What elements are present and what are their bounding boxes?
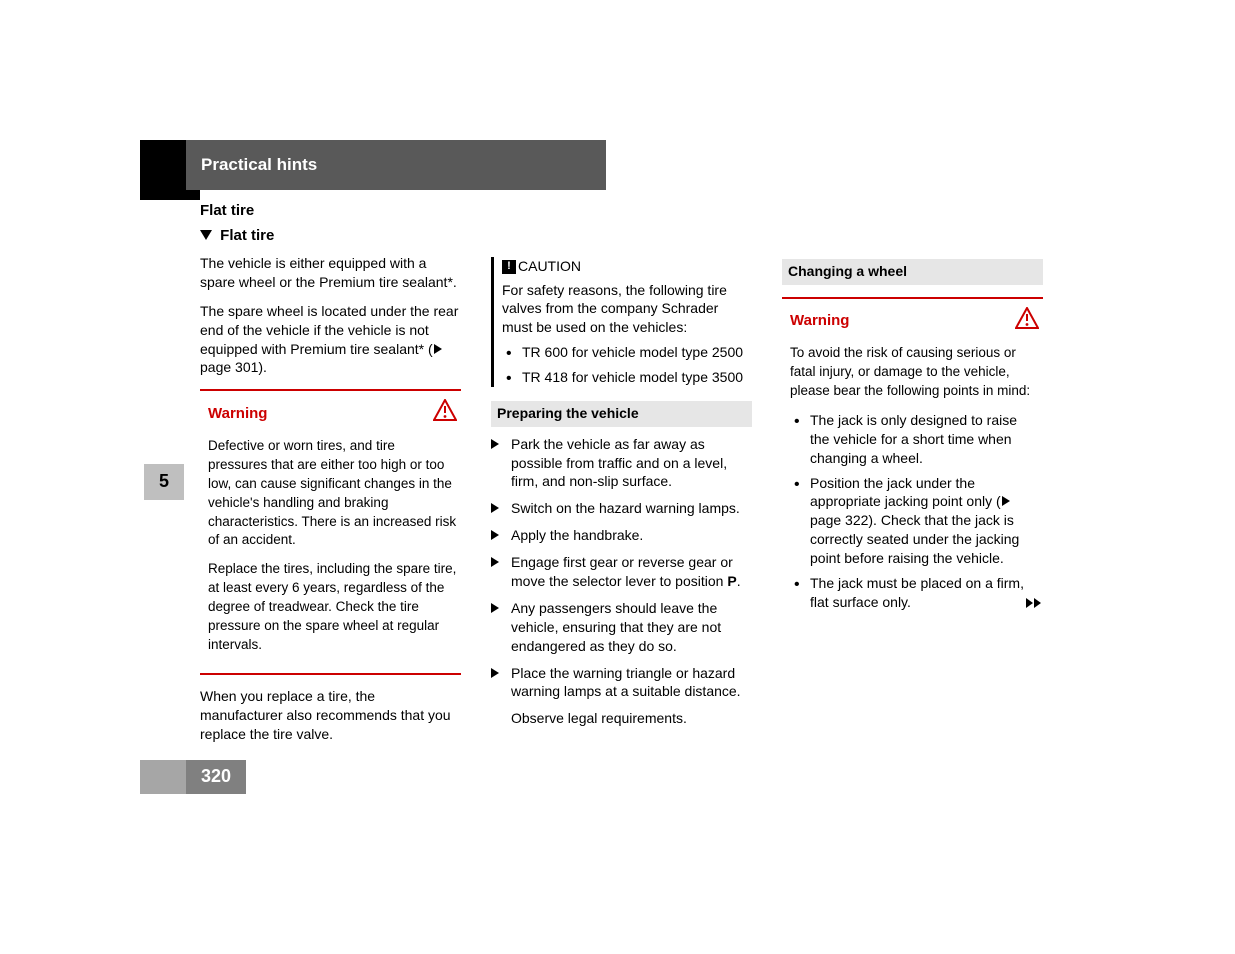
col1-p2: The spare wheel is located under the rea… — [200, 302, 461, 378]
warning-head-1: Warning — [208, 399, 457, 427]
page-num-strip — [140, 760, 186, 794]
chapter-number: 5 — [159, 469, 169, 494]
warning-triangle-icon — [1015, 307, 1039, 335]
warn2-list: The jack is only designed to raise the v… — [790, 411, 1039, 612]
arrow-icon — [491, 503, 499, 513]
page-number: 320 — [201, 764, 231, 789]
warning-label-1: Warning — [208, 403, 267, 424]
caution-mark-icon: ! — [502, 260, 516, 274]
warn1-p2: Replace the tires, including the spare t… — [208, 560, 457, 654]
caution-label: CAUTION — [518, 257, 581, 277]
caution-box: ! CAUTION For safety reasons, the follow… — [491, 257, 752, 387]
col1-p2a: The spare wheel is located under the rea… — [200, 303, 458, 357]
warning-body-1: Defective or worn tires, and tire pressu… — [208, 437, 457, 655]
arrow-icon — [491, 439, 499, 449]
page-ref-icon — [1002, 496, 1010, 506]
content-columns: Flat tire The vehicle is either equipped… — [200, 225, 1040, 753]
warning-label-2: Warning — [790, 310, 849, 331]
continue-icon — [1025, 596, 1041, 612]
col1-p3: When you replace a tire, the manufacture… — [200, 687, 461, 744]
step-3: Apply the handbrake. — [491, 526, 752, 545]
warn1-p1: Defective or worn tires, and tire pressu… — [208, 437, 457, 550]
subhead-text: Flat tire — [220, 227, 274, 244]
caution-text: For safety reasons, the following tire v… — [502, 281, 752, 338]
step-5: Any passengers should leave the vehicle,… — [491, 599, 752, 656]
preparing-heading: Preparing the vehicle — [491, 401, 752, 427]
flat-tire-subhead: Flat tire — [200, 225, 461, 246]
step-4: Engage first gear or reverse gear or mov… — [491, 553, 752, 591]
warn2-i1: The jack is only designed to raise the v… — [790, 411, 1039, 468]
page-ref-icon — [434, 344, 442, 354]
step-7: Observe legal requirements. — [491, 709, 752, 728]
warning-head-2: Warning — [790, 307, 1039, 335]
arrow-icon — [491, 557, 499, 567]
warn2-i2: Position the jack under the appropriate … — [790, 474, 1039, 568]
column-3: Changing a wheel Warning To avoid the ri… — [782, 225, 1043, 753]
page-number-bar: 320 — [186, 760, 246, 794]
warn2-intro: To avoid the risk of causing serious or … — [790, 344, 1039, 401]
prepare-steps: Park the vehicle as far away as possible… — [491, 435, 752, 729]
warning-body-2: To avoid the risk of causing serious or … — [790, 344, 1039, 612]
step-6: Place the warning triangle or hazard war… — [491, 664, 752, 702]
caution-head: ! CAUTION — [502, 257, 752, 277]
warning-box-1: Warning Defective or worn tires, and tir… — [200, 389, 461, 674]
warn2-i3: The jack must be placed on a firm, flat … — [790, 574, 1039, 612]
caution-item-2: TR 418 for vehicle model type 3500 — [502, 368, 752, 387]
changing-wheel-heading: Changing a wheel — [782, 259, 1043, 285]
header-bar: Practical hints — [186, 140, 606, 190]
warning-triangle-icon — [433, 399, 457, 427]
col1-p2b: page 301). — [200, 359, 267, 375]
column-2: ! CAUTION For safety reasons, the follow… — [491, 225, 752, 753]
section-title: Flat tire — [200, 200, 254, 221]
caution-item-1: TR 600 for vehicle model type 2500 — [502, 343, 752, 362]
step-1: Park the vehicle as far away as possible… — [491, 435, 752, 492]
caution-list: TR 600 for vehicle model type 2500 TR 41… — [502, 343, 752, 387]
column-1: Flat tire The vehicle is either equipped… — [200, 225, 461, 753]
step-2: Switch on the hazard warning lamps. — [491, 499, 752, 518]
down-triangle-icon — [200, 230, 212, 240]
chapter-tab: 5 — [144, 464, 184, 500]
header-title: Practical hints — [201, 153, 317, 177]
col1-p1: The vehicle is either equipped with a sp… — [200, 254, 461, 292]
warning-box-2: Warning To avoid the risk of causing ser… — [782, 297, 1043, 612]
arrow-icon — [491, 603, 499, 613]
arrow-icon — [491, 668, 499, 678]
arrow-icon — [491, 530, 499, 540]
